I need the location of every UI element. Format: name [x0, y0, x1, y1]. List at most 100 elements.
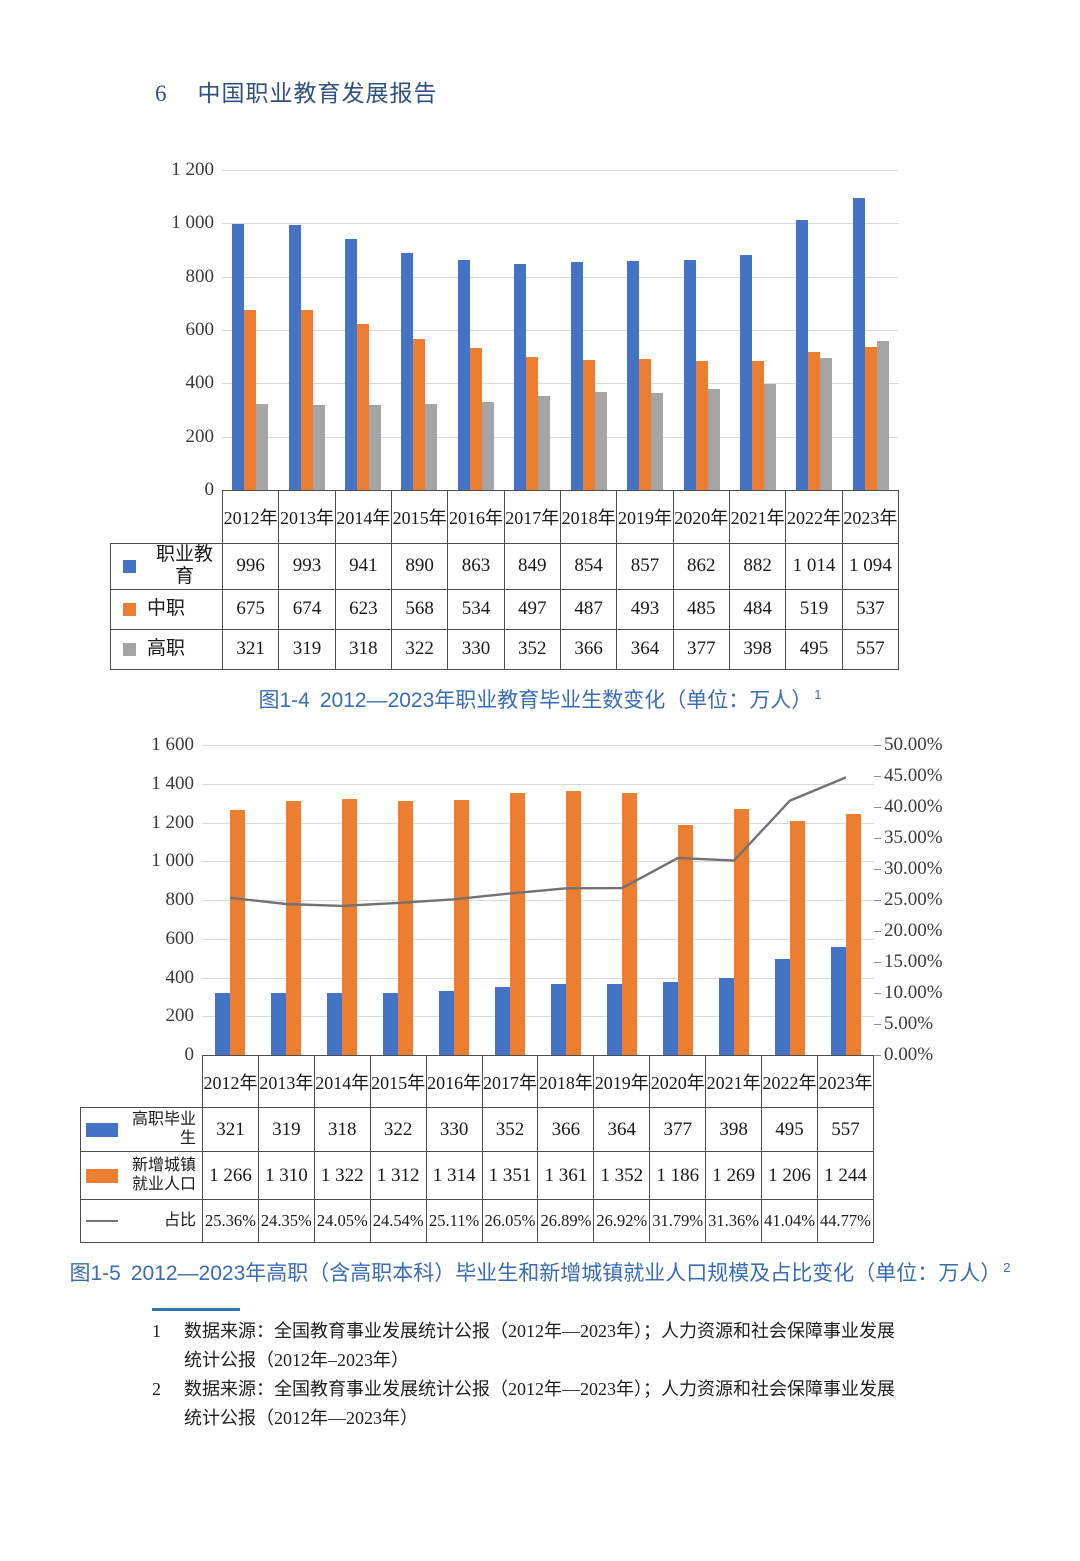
right-axis-tick	[874, 962, 881, 963]
gridline	[222, 223, 899, 225]
y-axis-label: 0	[204, 479, 215, 500]
gridline	[222, 276, 899, 278]
value-cell: 1 352	[593, 1151, 651, 1200]
value-cell: 398	[705, 1107, 763, 1152]
year-cell: 2022年	[785, 490, 843, 544]
trend-line-占比	[229, 776, 847, 908]
bar-高职-2023年	[876, 341, 889, 490]
bar-职业教育-2013年	[288, 225, 301, 490]
value-cell: 352	[503, 628, 561, 670]
value-cell: 24.35%	[257, 1199, 315, 1243]
table-corner-blank	[80, 1055, 203, 1108]
legend-label: 高职	[147, 638, 186, 660]
value-cell: 25.11%	[425, 1199, 483, 1243]
table-row: 新增城镇 就业人口 1 266 1 310 1 322 1 312 1 314 1 351 1 …	[80, 1151, 875, 1200]
value-cell: 364	[616, 628, 674, 670]
footnote-ref-2: 2	[1003, 1260, 1011, 1275]
table-row: 高职毕业生 321 319 318 322 330 352 366 364 377 398 495 55…	[80, 1107, 875, 1152]
value-cell: 495	[761, 1107, 818, 1152]
gridline	[202, 783, 874, 785]
value-cell: 534	[447, 588, 505, 630]
value-cell: 1 361	[537, 1151, 595, 1200]
footnote-2-line2: 统计公报（2012年—2023年）	[184, 1408, 418, 1428]
value-cell: 321	[202, 1107, 259, 1152]
footnote-1: 1 数据来源：全国教育事业发展统计公报（2012年—2023年）；人力资源和社会…	[152, 1317, 982, 1375]
table-years-row: 2012年 2013年 2014年 2015年 2016年 2017年 2018年 2019年…	[110, 490, 900, 544]
value-cell: 854	[559, 543, 618, 590]
right-axis-label: 0.00%	[884, 1044, 934, 1065]
bar-职业教育-2021年	[739, 254, 752, 490]
figure-1-4-caption: 图1-4 2012—2023年职业教育毕业生数变化（单位：万人） 1	[0, 684, 1080, 714]
value-cell: 537	[841, 588, 900, 630]
value-cell: 557	[816, 1107, 875, 1152]
bar-高职毕业生-2022年	[775, 959, 790, 1055]
legend-cell: 高职	[110, 628, 223, 670]
y-axis-label: 800	[185, 265, 215, 287]
bar-新增城镇就业人口-2012年	[230, 809, 245, 1055]
right-axis-tick	[874, 993, 881, 994]
value-cell: 322	[390, 628, 449, 670]
bar-中职-2014年	[357, 323, 370, 490]
bar-高职毕业生-2020年	[663, 981, 678, 1055]
y-axis-label: 1 200	[151, 811, 194, 833]
value-cell: 1 094	[841, 543, 900, 590]
year-cell: 2022年	[761, 1055, 818, 1108]
bar-中职-2015年	[413, 338, 426, 490]
bar-中职-2016年	[469, 347, 482, 490]
year-cell: 2017年	[503, 490, 561, 544]
bar-高职-2020年	[707, 389, 720, 490]
bar-高职-2015年	[425, 404, 438, 490]
year-cell: 2015年	[369, 1055, 427, 1108]
value-cell: 322	[369, 1107, 427, 1152]
right-axis-label: 45.00%	[884, 765, 943, 786]
gridline	[222, 170, 899, 171]
value-cell: 557	[841, 628, 900, 670]
bar-新增城镇就业人口-2018年	[566, 791, 581, 1055]
legend-cell: 职业教育	[110, 543, 223, 590]
value-cell: 487	[559, 588, 618, 630]
value-cell: 674	[278, 588, 336, 630]
legend-key: 新增城镇 就业人口	[82, 1157, 202, 1195]
figure-title-text: 2012—2023年职业教育毕业生数变化（单位：万人）	[319, 689, 813, 712]
value-cell: 941	[334, 543, 392, 590]
right-axis-label: 5.00%	[884, 1013, 934, 1034]
bar-中职-2013年	[300, 310, 313, 490]
value-cell: 568	[390, 588, 449, 630]
legend-label: 高职毕业生	[131, 1110, 196, 1147]
legend-label: 占比	[163, 1211, 196, 1229]
right-axis-label: 35.00%	[884, 827, 943, 848]
footnote-2-marker: 2	[152, 1379, 161, 1399]
legend-cell: 高职毕业生	[80, 1107, 203, 1152]
bar-职业教育-2019年	[627, 261, 640, 490]
table-corner-blank	[110, 490, 223, 544]
footnote-separator-rule	[152, 1308, 240, 1311]
value-cell: 890	[390, 543, 449, 590]
value-cell: 330	[447, 628, 505, 670]
right-axis-tick	[874, 776, 881, 777]
right-axis-tick	[874, 900, 881, 901]
中职-swatch	[123, 602, 136, 616]
legend-cell: 占比	[80, 1199, 203, 1243]
figure-1-5-caption: 图1-5 2012—2023年高职（含高职本科）毕业生和新增城镇就业人口规模及占比…	[0, 1257, 1080, 1287]
bar-新增城镇就业人口-2023年	[846, 813, 861, 1055]
plot-area	[222, 170, 899, 491]
figure-label: 图1-5	[69, 1262, 121, 1285]
value-cell: 364	[593, 1107, 651, 1152]
y-axis: 0 200 400 600 800 1 000 1 200	[110, 159, 215, 680]
right-axis-label: 40.00%	[884, 796, 943, 817]
value-cell: 318	[313, 1107, 371, 1152]
value-cell: 398	[728, 628, 787, 670]
value-cell: 330	[425, 1107, 483, 1152]
year-cell: 2012年	[202, 1055, 259, 1108]
year-cell: 2018年	[559, 490, 618, 544]
gridline	[202, 977, 874, 979]
year-cell: 2012年	[221, 490, 280, 544]
value-cell: 996	[221, 543, 280, 590]
plot-area	[202, 745, 874, 1056]
bar-新增城镇就业人口-2019年	[622, 793, 637, 1055]
value-cell: 366	[559, 628, 618, 670]
year-cell: 2013年	[257, 1055, 315, 1108]
bar-职业教育-2023年	[852, 198, 865, 490]
value-cell: 377	[649, 1107, 707, 1152]
